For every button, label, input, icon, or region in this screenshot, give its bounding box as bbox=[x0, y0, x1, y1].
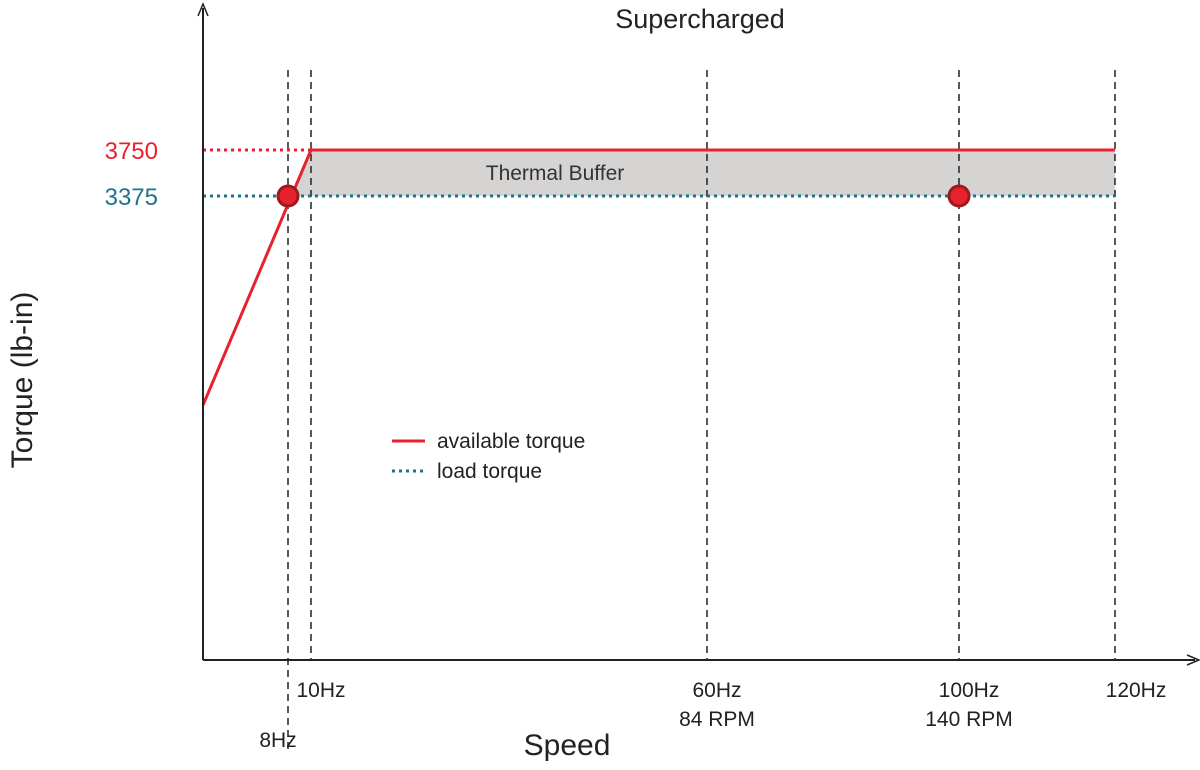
operating-point-marker bbox=[276, 184, 300, 208]
thermal-buffer-region bbox=[290, 150, 1115, 196]
x-tick-label: 100Hz bbox=[939, 679, 1000, 702]
operating-point-marker bbox=[947, 184, 971, 208]
x-tick-label: 140 RPM bbox=[925, 708, 1013, 731]
x-tick-label: 120Hz bbox=[1106, 679, 1167, 702]
x-tick-label: 60Hz bbox=[692, 679, 741, 702]
y-tick-label-3375: 3375 bbox=[105, 184, 158, 211]
y-tick-label-3750: 3750 bbox=[105, 138, 158, 165]
y-axis-label: Torque (lb-in) bbox=[6, 292, 39, 469]
shaded-region-label: Thermal Buffer bbox=[486, 162, 625, 185]
x-tick-label: 84 RPM bbox=[679, 708, 755, 731]
y-axis-arrow bbox=[197, 2, 209, 17]
legend-label-available-torque: available torque bbox=[437, 430, 585, 453]
x-axis-label: Speed bbox=[524, 729, 611, 762]
legend: available torque load torque bbox=[392, 430, 585, 483]
chart-title: Supercharged bbox=[615, 4, 785, 34]
x-tick-label: 8Hz bbox=[259, 729, 296, 752]
series-line-available-torque bbox=[201, 148, 1115, 406]
legend-label-load-torque: load torque bbox=[437, 460, 542, 483]
x-tick-label: 10Hz bbox=[296, 679, 345, 702]
x-axis-arrow bbox=[1186, 654, 1200, 666]
